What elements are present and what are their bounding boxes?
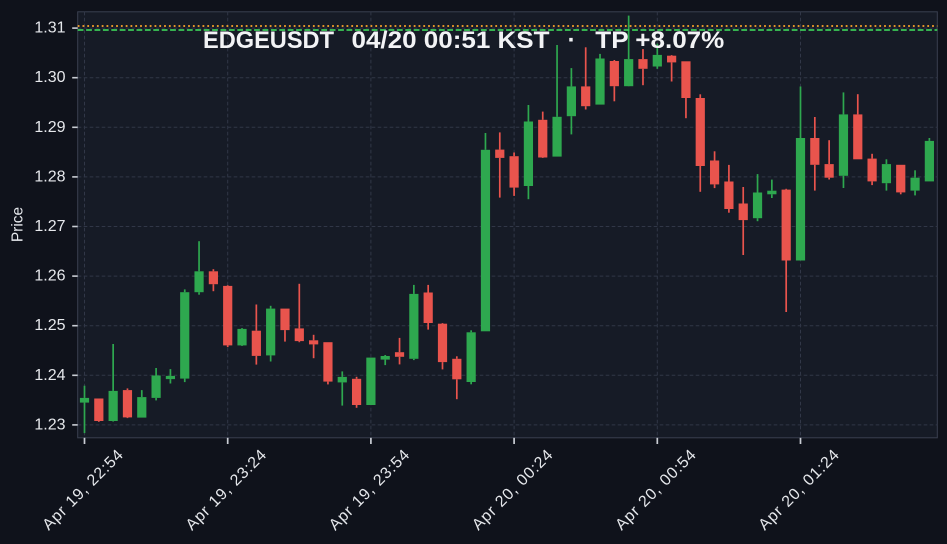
svg-text:1.29: 1.29: [34, 119, 65, 136]
svg-text:04/20 00:51 KST: 04/20 00:51 KST: [352, 27, 550, 54]
svg-text:1.23: 1.23: [34, 416, 65, 433]
svg-text:Price: Price: [10, 207, 27, 242]
svg-text:1.26: 1.26: [34, 268, 65, 285]
svg-text:1.27: 1.27: [34, 218, 65, 235]
svg-text:TP +8.07%: TP +8.07%: [595, 27, 724, 54]
svg-text:EDGEUSDT: EDGEUSDT: [203, 27, 334, 54]
svg-text:1.28: 1.28: [34, 168, 65, 185]
svg-text:·: ·: [568, 27, 576, 54]
svg-text:1.31: 1.31: [34, 20, 65, 37]
svg-text:1.25: 1.25: [34, 317, 65, 334]
svg-text:1.30: 1.30: [34, 69, 65, 86]
svg-text:1.24: 1.24: [34, 367, 65, 384]
